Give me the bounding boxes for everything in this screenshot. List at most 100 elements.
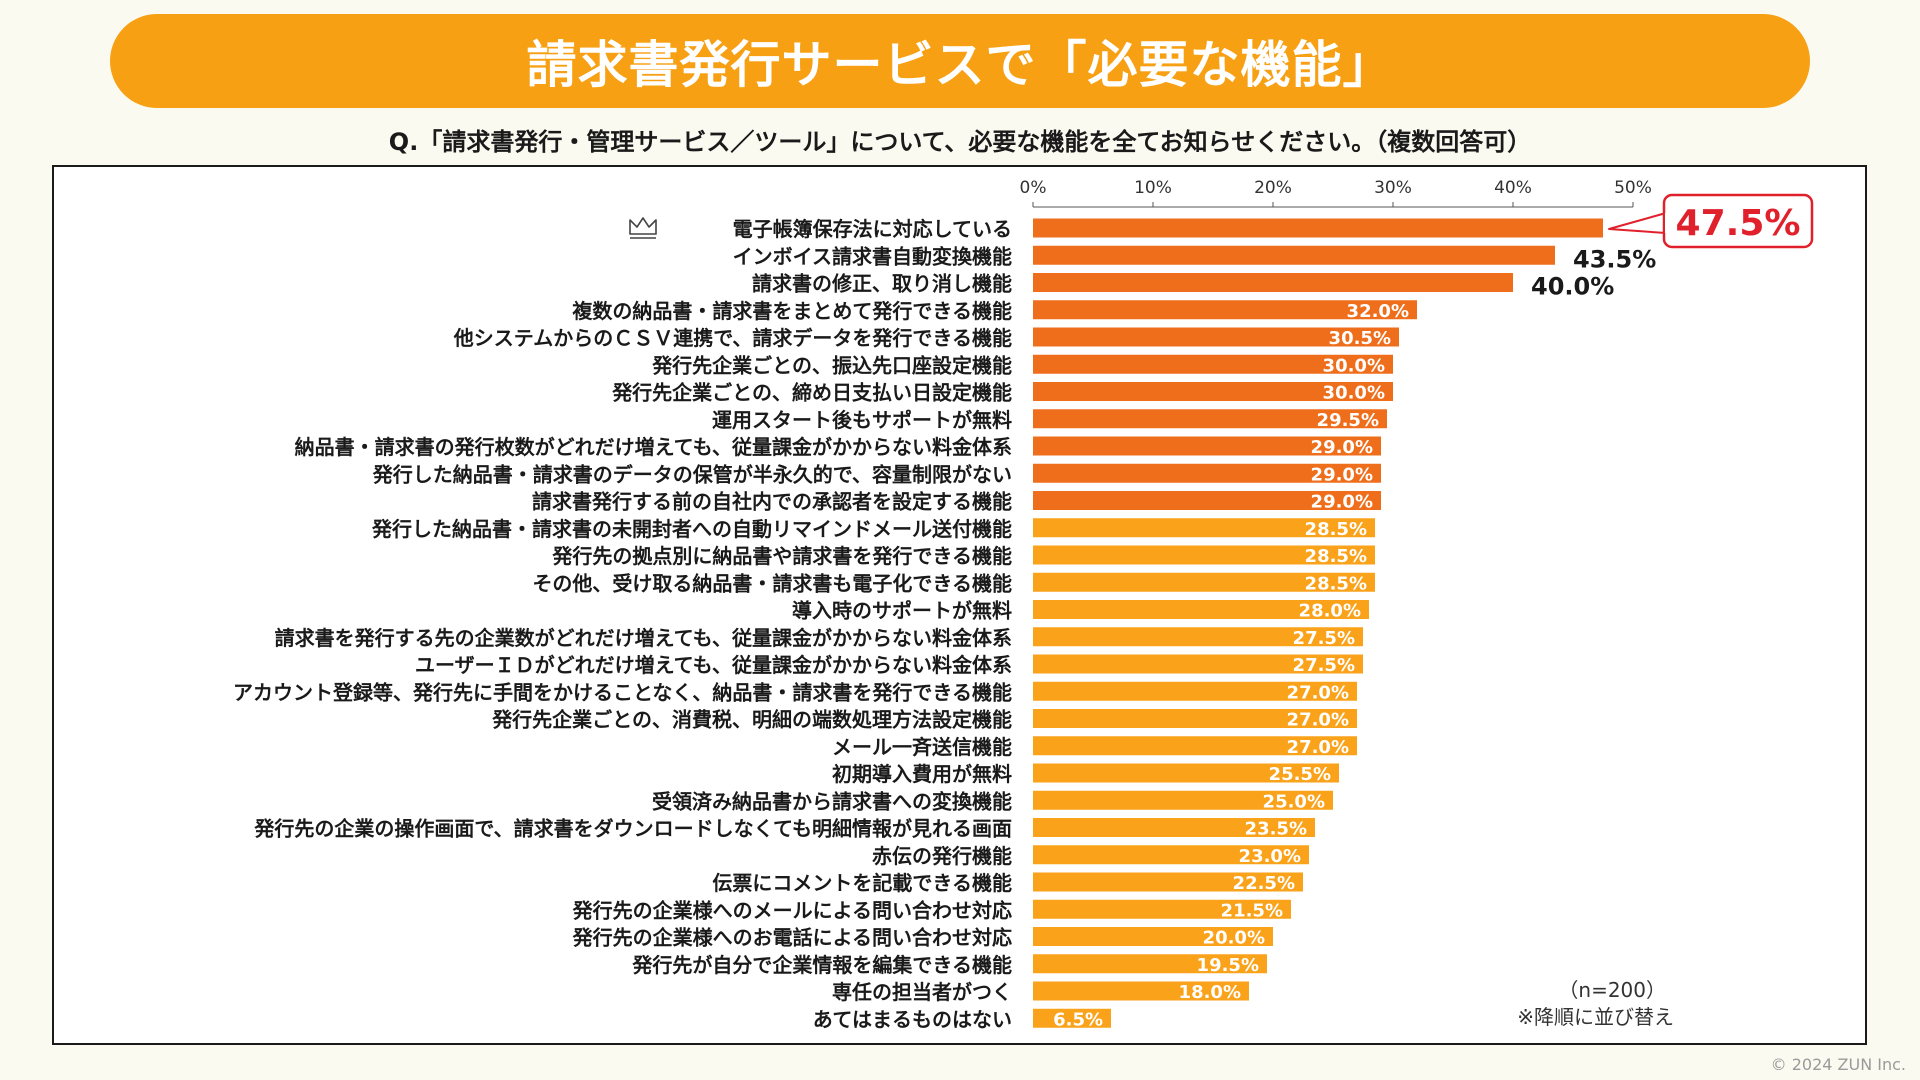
category-label: 発行先の拠点別に納品書や請求書を発行できる機能 — [551, 544, 1012, 568]
value-label: 25.5% — [1269, 764, 1331, 785]
survey-question: Q.「請求書発行・管理サービス／ツール」について、必要な機能を全てお知らせくださ… — [388, 128, 1532, 156]
bar — [1033, 654, 1363, 674]
category-label: 電子帳簿保存法に対応している — [733, 217, 1012, 241]
value-label: 28.5% — [1305, 519, 1367, 540]
x-tick-label: 50% — [1614, 178, 1652, 198]
category-label: 発行した納品書・請求書のデータの保管が半永久的で、容量制限がない — [372, 462, 1012, 486]
sort-order-note: ※降順に並び替え — [1517, 1005, 1674, 1029]
value-label: 27.5% — [1293, 628, 1355, 649]
bar — [1033, 382, 1393, 401]
value-label: 21.5% — [1221, 900, 1283, 921]
copyright: © 2024 ZUN Inc. — [1770, 1055, 1906, 1074]
value-label: 23.0% — [1239, 846, 1301, 867]
category-label: 発行先企業ごとの、振込先口座設定機能 — [651, 353, 1012, 377]
value-label: 29.0% — [1311, 464, 1373, 485]
bar — [1033, 1008, 1111, 1028]
bar — [1033, 927, 1273, 946]
bar — [1033, 681, 1357, 701]
callout-pointer — [1608, 212, 1667, 234]
bar — [1033, 954, 1267, 974]
category-label: 初期導入費用が無料 — [832, 762, 1012, 786]
sample-size-note: （n=200） — [1558, 978, 1666, 1002]
x-tick-label: 40% — [1494, 178, 1532, 198]
bar-chart: 0% 10% 20% 30% 40% 50% 電子帳簿保存法に対応している 47.5% インボイ… — [233, 178, 1814, 1031]
value-label: 43.5% — [1573, 245, 1656, 273]
value-label: 30.0% — [1323, 383, 1385, 404]
bar — [1033, 736, 1357, 756]
value-label: 22.5% — [1233, 873, 1295, 894]
category-label: 納品書・請求書の発行枚数がどれだけ増えても、従量課金がかからない料金体系 — [295, 435, 1012, 459]
value-label: 30.5% — [1329, 328, 1391, 349]
bar — [1033, 409, 1387, 429]
value-label: 28.0% — [1299, 601, 1361, 622]
category-label: アカウント登録等、発行先に手間をかけることなく、納品書・請求書を発行できる機能 — [233, 680, 1012, 704]
value-label: 6.5% — [1053, 1009, 1103, 1030]
category-label: ユーザーＩＤがどれだけ増えても、従量課金がかからない料金体系 — [415, 653, 1012, 677]
value-label: 23.5% — [1245, 819, 1307, 840]
bar — [1033, 245, 1555, 265]
category-label: 運用スタート後もサポートが無料 — [712, 408, 1012, 432]
bar — [1033, 818, 1315, 837]
category-label: 発行先の企業様へのお電話による問い合わせ対応 — [572, 926, 1012, 950]
value-label: 32.0% — [1347, 301, 1409, 322]
bar — [1033, 218, 1603, 238]
bar — [1033, 273, 1513, 292]
bar — [1033, 327, 1399, 347]
bar — [1033, 463, 1381, 483]
category-label: 伝票にコメントを記載できる機能 — [712, 871, 1012, 895]
bar — [1033, 709, 1357, 728]
value-label: 27.0% — [1287, 682, 1349, 703]
x-tick-label: 10% — [1134, 178, 1172, 198]
value-label: 27.0% — [1287, 737, 1349, 758]
category-label: メール一斉送信機能 — [832, 735, 1012, 759]
value-label: 19.5% — [1197, 955, 1259, 976]
bar — [1033, 518, 1375, 538]
category-label: その他、受け取る納品書・請求書も電子化できる機能 — [532, 571, 1012, 595]
bar — [1033, 572, 1375, 592]
category-label: 専任の担当者がつく — [832, 980, 1012, 1004]
x-tick-label: 0% — [1020, 178, 1047, 198]
category-label: インボイス請求書自動変換機能 — [733, 244, 1012, 268]
value-label: 27.5% — [1293, 655, 1355, 676]
callout-box — [1662, 193, 1814, 249]
value-label: 28.5% — [1305, 546, 1367, 567]
bar — [1033, 600, 1369, 619]
bar — [1033, 545, 1375, 565]
bar — [1033, 763, 1339, 783]
value-label: 18.0% — [1179, 982, 1241, 1003]
bar — [1033, 981, 1249, 1001]
category-label: 請求書を発行する先の企業数がどれだけ増えても、従量課金がかからない料金体系 — [275, 626, 1012, 650]
bar — [1033, 627, 1363, 647]
category-label: 発行先の企業様へのメールによる問い合わせ対応 — [572, 898, 1012, 922]
bar — [1033, 436, 1381, 456]
category-label: 受領済み納品書から請求書への変換機能 — [652, 789, 1012, 813]
value-label: 20.0% — [1203, 928, 1265, 949]
category-label: 他システムからのＣＳＶ連携で、請求データを発行できる機能 — [453, 326, 1012, 350]
bar — [1033, 300, 1417, 320]
value-label: 47.5% — [1676, 203, 1801, 244]
bar — [1033, 790, 1333, 810]
callout-join — [1665, 213, 1669, 233]
crown-icon — [629, 217, 657, 239]
category-label: 導入時のサポートが無料 — [792, 599, 1012, 623]
value-label: 25.0% — [1263, 791, 1325, 812]
value-label: 29.0% — [1311, 437, 1373, 458]
category-label: 発行先企業ごとの、消費税、明細の端数処理方法設定機能 — [491, 708, 1012, 732]
category-label: 赤伝の発行機能 — [872, 844, 1012, 868]
category-label: 発行した納品書・請求書の未開封者への自動リマインドメール送付機能 — [371, 517, 1012, 541]
chart-frame: 0% 10% 20% 30% 40% 50% 電子帳簿保存法に対応している 47.5% インボイ… — [52, 165, 1867, 1045]
category-label: あてはまるものはない — [813, 1007, 1012, 1031]
x-tick-label: 20% — [1254, 178, 1292, 198]
x-tick-label: 30% — [1374, 178, 1412, 198]
category-label: 発行先が自分で企業情報を編集できる機能 — [631, 953, 1012, 977]
bar — [1033, 872, 1303, 892]
title-banner: 請求書発行サービスで「必要な機能」 — [110, 14, 1810, 108]
category-label: 発行先の企業の操作画面で、請求書をダウンロードしなくても明細情報が見れる画面 — [253, 817, 1012, 841]
category-label: 発行先企業ごとの、締め日支払い日設定機能 — [611, 381, 1012, 405]
category-label: 請求書発行する前の自社内での承認者を設定する機能 — [532, 490, 1012, 514]
category-label: 複数の納品書・請求書をまとめて発行できる機能 — [572, 299, 1012, 323]
category-label: 請求書の修正、取り消し機能 — [752, 272, 1012, 296]
value-label: 30.0% — [1323, 355, 1385, 376]
bar — [1033, 845, 1309, 865]
bar — [1033, 899, 1291, 919]
